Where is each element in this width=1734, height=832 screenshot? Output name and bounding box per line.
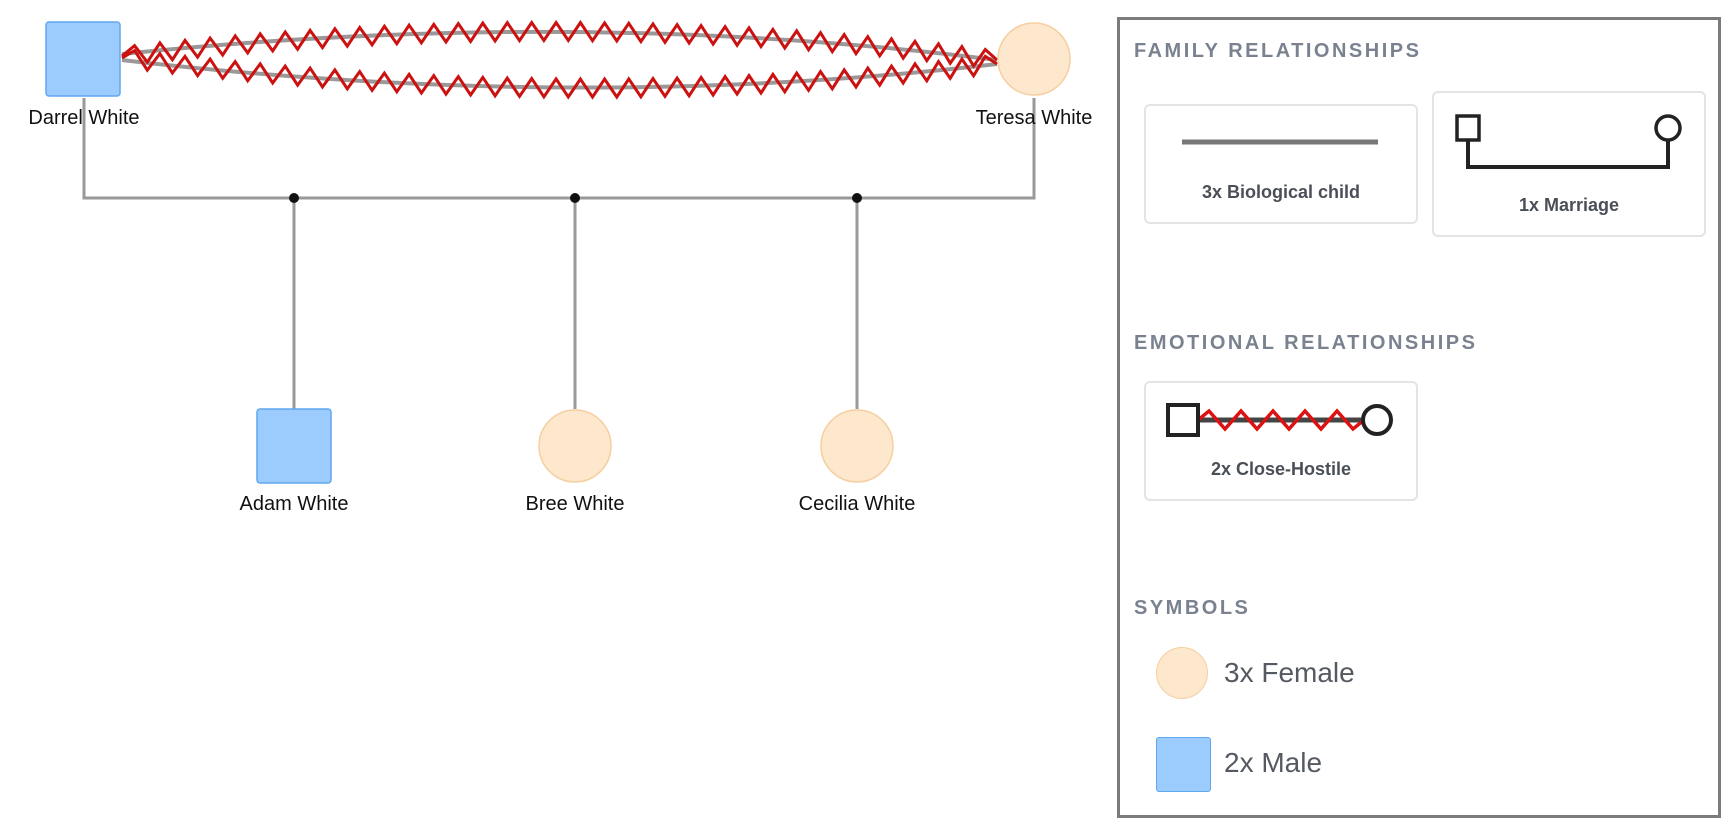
legend-card-label: 2x Close-Hostile	[1210, 459, 1352, 479]
close-hostile-icon	[1166, 403, 1393, 437]
hostile-zigzag-1	[121, 19, 999, 69]
marriage-line	[82, 98, 1036, 200]
person-name-label: Adam White	[240, 493, 349, 515]
person-darrel[interactable]: Darrel White	[28, 21, 140, 129]
marriage-icon	[1455, 114, 1682, 169]
female-symbol[interactable]	[997, 22, 1071, 96]
hostile-zigzag-2	[121, 48, 998, 100]
symbol-label: 3x Female	[1224, 657, 1355, 688]
female-symbol[interactable]	[538, 409, 612, 483]
person-teresa[interactable]: Teresa White	[976, 22, 1093, 129]
legend-card-label: 3x Biological child	[1201, 182, 1361, 202]
female-symbol-icon	[1156, 647, 1208, 699]
child-junction-dot	[852, 193, 862, 203]
person-adam[interactable]: Adam White	[240, 408, 349, 515]
legend-card-close-hostile: 2x Close-Hostile	[1144, 381, 1418, 501]
male-symbol[interactable]	[256, 408, 332, 484]
person-name-label: Teresa White	[976, 107, 1093, 129]
person-name-label: Bree White	[526, 493, 625, 515]
person-bree[interactable]: Bree White	[526, 409, 625, 515]
close-hostile-lines	[121, 19, 999, 100]
legend-card-label: 1x Marriage	[1518, 195, 1620, 215]
symbol-row-female: 3x Female	[1156, 647, 1556, 703]
child-junction-dot	[570, 193, 580, 203]
person-cecilia[interactable]: Cecilia White	[799, 409, 916, 515]
symbol-row-male: 2x Male	[1156, 737, 1556, 793]
relationship-lines	[82, 98, 1036, 409]
legend-panel: FAMILY RELATIONSHIPS 3x Biological child…	[1117, 17, 1721, 818]
biological-child-line-icon	[1182, 139, 1378, 145]
child-junction-dot	[289, 193, 299, 203]
person-name-label: Darrel White	[28, 107, 139, 129]
female-symbol[interactable]	[820, 409, 894, 483]
legend-card-marriage: 1x Marriage	[1432, 91, 1706, 237]
symbol-label: 2x Male	[1224, 747, 1323, 778]
legend-card-biological-child: 3x Biological child	[1144, 104, 1418, 224]
genogram-canvas: Darrel White Teresa White Adam White Bre…	[28, 19, 1093, 515]
person-name-label: Cecilia White	[799, 493, 916, 515]
emotional-relationships-title: EMOTIONAL RELATIONSHIPS	[1134, 332, 1478, 354]
family-relationships-title: FAMILY RELATIONSHIPS	[1134, 40, 1422, 62]
symbols-title: SYMBOLS	[1134, 597, 1251, 619]
male-symbol[interactable]	[45, 21, 121, 97]
male-symbol-icon	[1156, 737, 1211, 792]
